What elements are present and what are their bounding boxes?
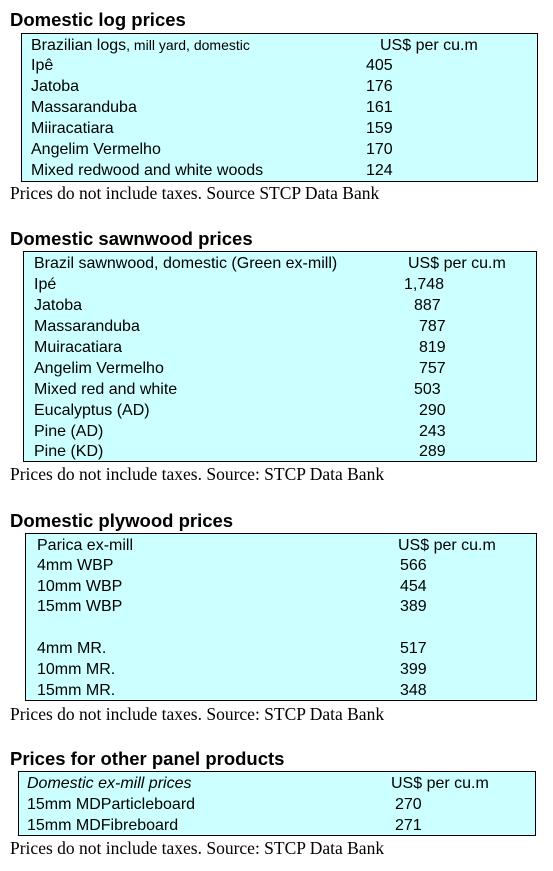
product-name: 15mm MR. xyxy=(37,682,116,699)
species-name: Jatoba xyxy=(34,297,83,314)
price-value: 819 xyxy=(419,339,446,356)
product-name: 4mm MR. xyxy=(37,640,107,657)
log-prices-title: Domestic log prices xyxy=(10,9,186,30)
log-prices-note: Prices do not include taxes. Source STCP… xyxy=(10,183,380,203)
price-value: 405 xyxy=(366,57,393,74)
log-header-unit: US$ per cu.m xyxy=(380,37,478,54)
table-row: Massaranduba 787 xyxy=(24,316,536,337)
table-row: Ipê 405 xyxy=(22,55,537,76)
table-row: 10mm MR. 399 xyxy=(26,659,536,680)
price-value: 566 xyxy=(400,557,427,574)
species-name: Ipé xyxy=(34,276,57,293)
log-header-label-small: , mill yard, domestic xyxy=(126,37,250,53)
price-value: 887 xyxy=(414,297,441,314)
table-row: Massaranduba 161 xyxy=(22,97,537,118)
plywood-prices-note: Prices do not include taxes. Source: STC… xyxy=(10,704,385,724)
price-value: 399 xyxy=(400,661,427,678)
sawnwood-header-unit: US$ per cu.m xyxy=(408,255,506,272)
species-name: Angelim Vermelho xyxy=(31,141,161,158)
plywood-header-label: Parica ex-mill xyxy=(37,537,134,554)
product-name: 15mm MDFibreboard xyxy=(27,817,179,834)
price-value: 289 xyxy=(419,443,446,460)
log-table-header: Brazilian logs, mill yard, domestic US$ … xyxy=(22,35,537,56)
table-row: Ipé 1,748 xyxy=(24,274,536,295)
table-row: 15mm MDFibreboard 271 xyxy=(19,815,535,836)
plywood-table-header: Parica ex-mill US$ per cu.m xyxy=(26,535,536,556)
price-value: 270 xyxy=(395,796,422,813)
species-name: Muiracatiara xyxy=(34,339,123,356)
species-name: Massaranduba xyxy=(31,99,137,116)
price-value: 124 xyxy=(366,162,393,179)
species-name: Miiracatiara xyxy=(31,120,114,137)
table-row: Mixed redwood and white woods 124 xyxy=(22,160,537,181)
species-name: Angelim Vermelho xyxy=(34,360,164,377)
table-row: Jatoba 176 xyxy=(22,76,537,97)
price-value: 389 xyxy=(400,598,427,615)
species-name: Ipê xyxy=(31,57,54,74)
sawnwood-prices-note: Prices do not include taxes. Source: STC… xyxy=(10,464,385,484)
price-value: 1,748 xyxy=(404,276,445,293)
product-name: 15mm WBP xyxy=(37,598,123,615)
sawnwood-prices-title: Domestic sawnwood prices xyxy=(10,228,253,249)
table-row: Angelim Vermelho 757 xyxy=(24,358,536,379)
price-value: 787 xyxy=(419,318,446,335)
table-row: Mixed red and white 503 xyxy=(24,379,536,400)
sawnwood-header-label: Brazil sawnwood, domestic (Green ex-mill… xyxy=(34,255,338,272)
sawnwood-table-header: Brazil sawnwood, domestic (Green ex-mill… xyxy=(24,253,536,274)
log-header-label-main: Brazilian logs xyxy=(31,37,127,54)
price-value: 290 xyxy=(419,402,446,419)
price-value: 757 xyxy=(419,360,446,377)
product-name: 10mm WBP xyxy=(37,578,123,595)
price-value: 170 xyxy=(366,141,393,158)
plywood-prices-table: Parica ex-mill US$ per cu.m 4mm WBP 566 1… xyxy=(25,533,537,701)
table-row: 4mm MR. 517 xyxy=(26,638,536,659)
panel-header-label: Domestic ex-mill prices xyxy=(27,775,192,792)
product-name: 15mm MDParticleboard xyxy=(27,796,196,813)
price-value: 454 xyxy=(400,578,427,595)
price-value: 348 xyxy=(400,682,427,699)
plywood-prices-title: Domestic plywood prices xyxy=(10,510,234,531)
table-row: Eucalyptus (AD) 290 xyxy=(24,400,536,421)
species-name: Pine (AD) xyxy=(34,423,104,440)
species-name: Pine (KD) xyxy=(34,443,104,460)
price-value: 161 xyxy=(366,99,393,116)
table-row: Angelim Vermelho 170 xyxy=(22,139,537,160)
price-value: 517 xyxy=(400,640,427,657)
log-prices-table: Brazilian logs, mill yard, domestic US$ … xyxy=(21,33,538,182)
price-value: 243 xyxy=(419,423,446,440)
table-row: Pine (AD) 243 xyxy=(24,421,536,442)
price-value: 176 xyxy=(366,78,393,95)
table-row: Miiracatiara 159 xyxy=(22,118,537,139)
panel-prices-table: Domestic ex-mill prices US$ per cu.m 15m… xyxy=(18,771,536,836)
panel-table-header: Domestic ex-mill prices US$ per cu.m xyxy=(19,773,535,794)
table-row: Jatoba 887 xyxy=(24,295,536,316)
table-row: Pine (KD) 289 xyxy=(24,441,536,462)
table-row: 15mm MR. 348 xyxy=(26,680,536,701)
table-row: 15mm WBP 389 xyxy=(26,596,536,617)
product-name: 10mm MR. xyxy=(37,661,116,678)
product-name: 4mm WBP xyxy=(37,557,114,574)
log-header-label: Brazilian logs, mill yard, domestic xyxy=(31,35,250,56)
species-name: Jatoba xyxy=(31,78,80,95)
panel-prices-title: Prices for other panel products xyxy=(10,748,285,769)
table-row: Muiracatiara 819 xyxy=(24,337,536,358)
price-value: 159 xyxy=(366,120,393,137)
price-value: 271 xyxy=(395,817,422,834)
plywood-header-unit: US$ per cu.m xyxy=(398,537,496,554)
species-name: Eucalyptus (AD) xyxy=(34,402,150,419)
table-row: 10mm WBP 454 xyxy=(26,576,536,597)
table-row: 15mm MDParticleboard 270 xyxy=(19,794,535,815)
panel-prices-note: Prices do not include taxes. Source: STC… xyxy=(10,838,385,858)
species-name: Massaranduba xyxy=(34,318,140,335)
sawnwood-prices-table: Brazil sawnwood, domestic (Green ex-mill… xyxy=(23,251,537,462)
table-row: 4mm WBP 566 xyxy=(26,555,536,576)
price-value: 503 xyxy=(414,381,441,398)
panel-header-unit: US$ per cu.m xyxy=(391,775,489,792)
species-name: Mixed redwood and white woods xyxy=(31,162,264,179)
species-name: Mixed red and white xyxy=(34,381,178,398)
